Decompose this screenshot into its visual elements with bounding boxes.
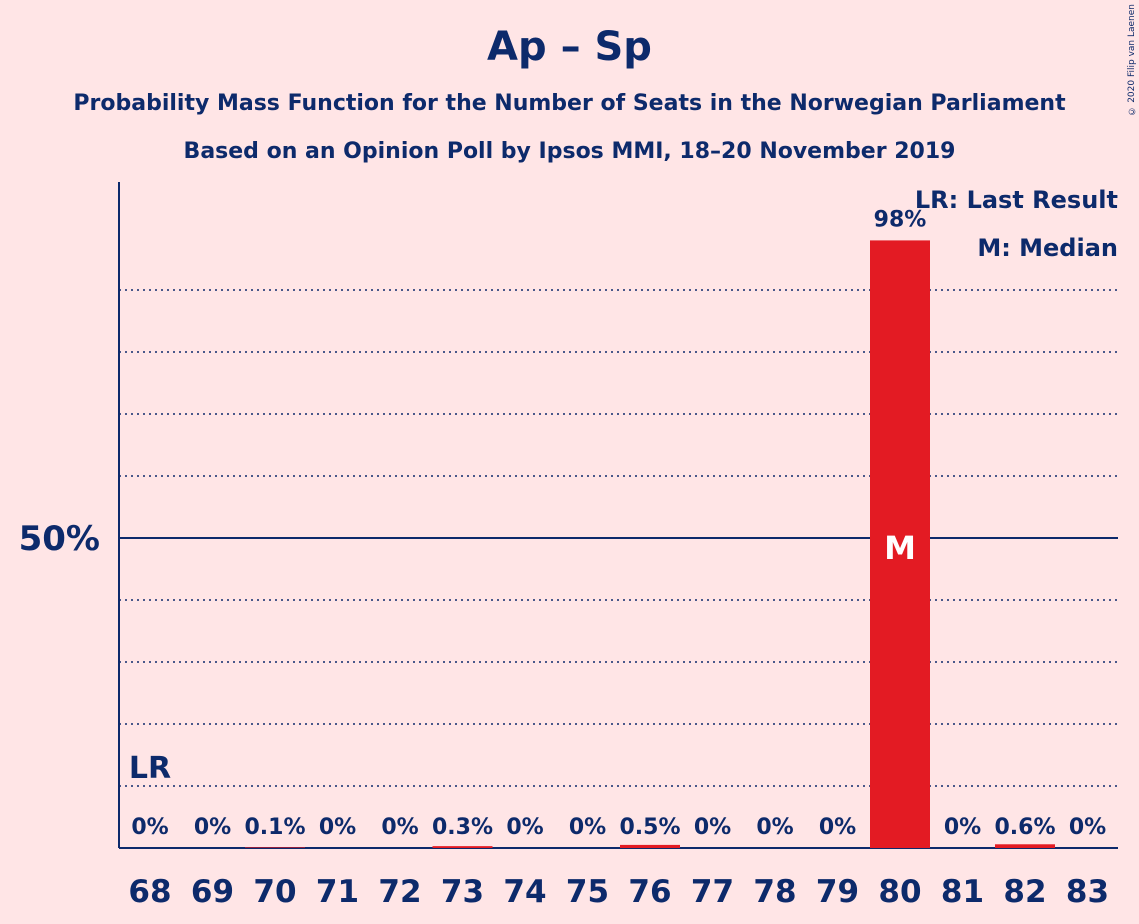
x-tick-label-77: 77: [691, 874, 734, 910]
x-tick-label-71: 71: [316, 874, 359, 910]
value-label-74: 0%: [506, 815, 543, 840]
value-label-77: 0%: [694, 815, 731, 840]
median-marker: M: [884, 529, 916, 567]
x-tick-label-68: 68: [128, 874, 171, 910]
value-label-69: 0%: [194, 815, 231, 840]
chart-subtitle: Probability Mass Function for the Number…: [73, 91, 1066, 116]
value-label-72: 0%: [381, 815, 418, 840]
value-label-68: 0%: [131, 815, 168, 840]
value-label-70: 0.1%: [244, 815, 305, 840]
chart-subtitle-2: Based on an Opinion Poll by Ipsos MMI, 1…: [183, 139, 956, 164]
y-tick-label-50: 50%: [19, 519, 100, 559]
bar-82: [995, 844, 1055, 848]
bar-76: [620, 844, 680, 848]
bar-70: [245, 847, 305, 848]
x-tick-label-81: 81: [941, 874, 984, 910]
x-tick-label-74: 74: [503, 874, 546, 910]
value-label-76: 0.5%: [619, 815, 680, 840]
x-tick-label-78: 78: [753, 874, 796, 910]
value-label-75: 0%: [569, 815, 606, 840]
x-tick-label-73: 73: [441, 874, 484, 910]
value-label-79: 0%: [819, 815, 856, 840]
value-label-83: 0%: [1069, 815, 1106, 840]
value-label-82: 0.6%: [994, 815, 1055, 840]
x-tick-label-69: 69: [191, 874, 234, 910]
x-tick-label-79: 79: [816, 874, 859, 910]
bar-73: [432, 846, 493, 848]
value-label-71: 0%: [319, 815, 356, 840]
value-label-73: 0.3%: [432, 815, 493, 840]
legend-median: M: Median: [977, 234, 1118, 262]
x-tick-label-82: 82: [1003, 874, 1046, 910]
bar-80: [870, 240, 930, 848]
x-tick-label-76: 76: [628, 874, 671, 910]
chart-title: Ap – Sp: [487, 24, 652, 70]
x-tick-label-75: 75: [566, 874, 609, 910]
value-label-80: 98%: [874, 207, 927, 232]
x-tick-label-80: 80: [878, 874, 921, 910]
value-label-78: 0%: [756, 815, 793, 840]
last-result-marker: LR: [129, 751, 171, 786]
x-tick-label-70: 70: [253, 874, 296, 910]
x-tick-label-83: 83: [1066, 874, 1109, 910]
legend-last-result: LR: Last Result: [914, 186, 1118, 214]
value-label-81: 0%: [944, 815, 981, 840]
x-tick-label-72: 72: [378, 874, 421, 910]
